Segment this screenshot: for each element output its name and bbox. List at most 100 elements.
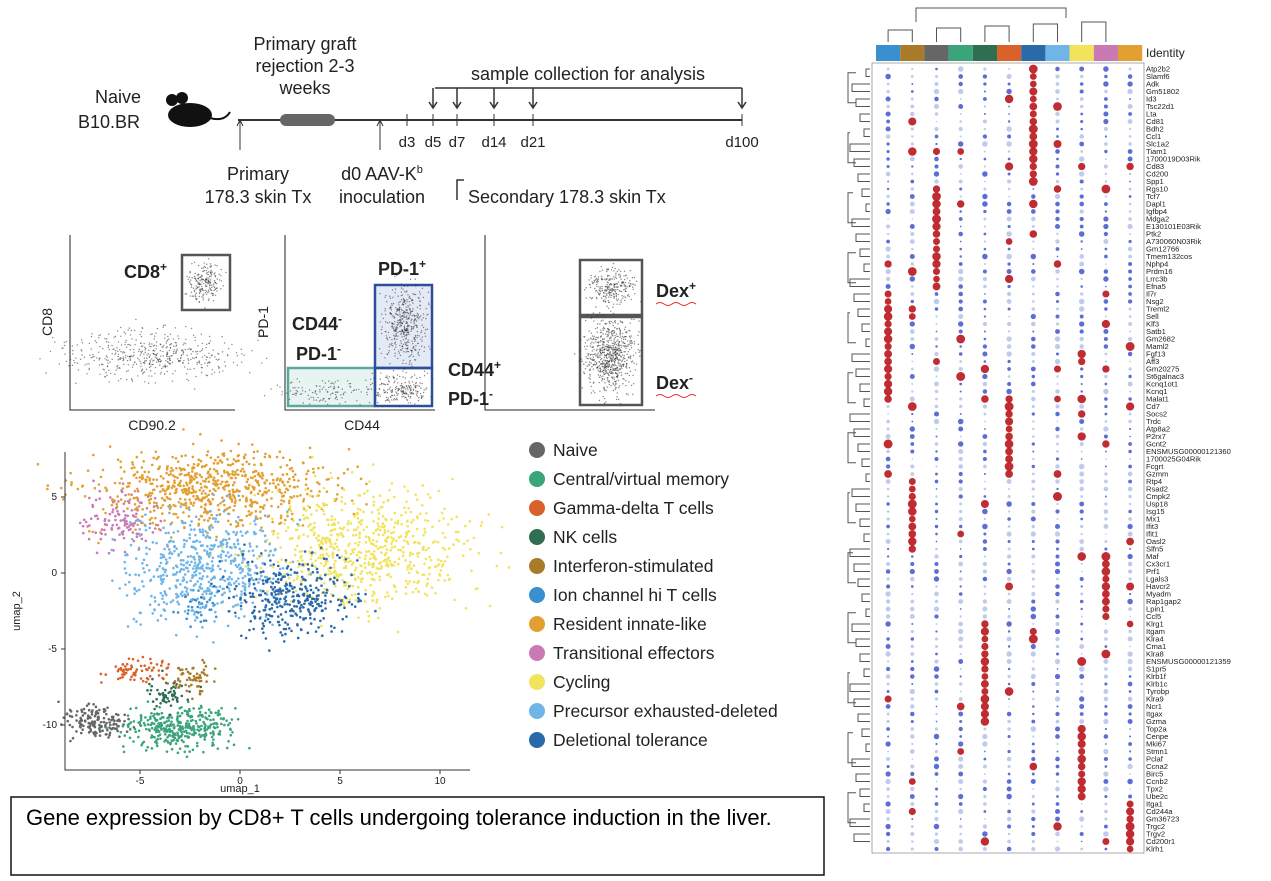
umap-cell: [356, 507, 360, 511]
cell-dot: [403, 327, 406, 330]
umap-cell: [298, 524, 301, 527]
umap-cell: [469, 547, 472, 551]
umap-cell: [173, 544, 176, 548]
umap-cell: [296, 522, 299, 526]
umap-cell: [180, 730, 183, 734]
cell-dot: [185, 373, 188, 375]
cell-dot: [403, 290, 406, 293]
dendro-branch: [863, 803, 870, 812]
cell-dot: [619, 290, 621, 292]
umap-cell: [390, 531, 393, 535]
umap-cell: [202, 533, 205, 537]
umap-cell: [343, 502, 347, 506]
umap-cell: [258, 577, 261, 581]
umap-cell: [189, 598, 193, 602]
umap-cell: [317, 594, 320, 597]
umap-cell: [159, 561, 163, 565]
umap-cell: [392, 495, 396, 499]
cell-dot: [212, 283, 215, 285]
umap-cell: [184, 504, 188, 507]
cell-dot: [124, 354, 127, 357]
umap-cell: [208, 598, 212, 602]
umap-cell: [320, 624, 323, 628]
umap-cell: [111, 500, 115, 504]
cell-dot: [159, 373, 162, 375]
cell-dot: [412, 308, 414, 310]
umap-cell: [179, 505, 183, 508]
umap-cell: [230, 546, 233, 550]
umap-cell: [118, 533, 121, 536]
umap-cell: [461, 554, 465, 557]
cell-dot: [192, 295, 195, 297]
umap-cell: [162, 477, 165, 480]
umap-cell: [195, 635, 199, 638]
umap-cell: [462, 542, 466, 546]
umap-cell: [180, 594, 184, 598]
umap-cell: [210, 570, 213, 573]
cell-dot: [349, 386, 352, 388]
umap-cell: [275, 455, 279, 459]
umap-cell: [446, 555, 449, 559]
umap-cell: [129, 523, 132, 527]
umap-cell: [187, 473, 190, 477]
umap-cell: [332, 498, 336, 502]
cell-dot: [409, 384, 412, 387]
cell-dot: [197, 273, 199, 276]
umap-y-label: umap_2: [11, 591, 23, 631]
umap-cell: [149, 494, 153, 497]
cell-dot: [593, 279, 595, 282]
cell-dot: [419, 305, 421, 307]
cell-dot: [39, 358, 41, 360]
cell-dot: [201, 342, 204, 345]
cell-dot: [394, 320, 396, 323]
cell-dot: [330, 385, 332, 388]
cell-dot: [374, 389, 376, 392]
umap-cell: [361, 577, 364, 580]
cell-dot: [200, 371, 203, 374]
umap-cell: [426, 493, 430, 496]
umap-cell: [180, 711, 184, 715]
umap-cell: [321, 536, 324, 540]
umap-cell: [205, 562, 209, 566]
umap-cell: [253, 615, 257, 619]
umap-cell: [302, 617, 305, 620]
umap-cell: [176, 738, 179, 742]
umap-cell: [335, 574, 339, 577]
umap-cell: [348, 542, 351, 545]
cell-dot: [387, 405, 389, 408]
umap-cell: [216, 472, 220, 475]
umap-cell: [138, 528, 142, 531]
umap-cell: [168, 497, 172, 501]
cell-dot: [166, 365, 168, 368]
umap-cell: [350, 603, 354, 606]
umap-cell: [129, 527, 132, 531]
cell-dot: [76, 362, 79, 364]
cell-dot: [217, 365, 220, 368]
cell-dot: [396, 399, 398, 401]
umap-cell: [113, 719, 116, 723]
dendro-branch: [861, 593, 870, 602]
umap-cell: [367, 620, 371, 623]
cell-dot: [176, 348, 178, 350]
umap-cell: [179, 502, 183, 506]
umap-cell: [292, 478, 296, 482]
umap-cell: [208, 473, 212, 476]
cell-dot: [405, 316, 407, 318]
cell-dot: [424, 328, 427, 331]
dendro-branch: [859, 383, 870, 392]
umap-cell: [210, 567, 214, 570]
cell-dot: [414, 324, 416, 326]
cell-dot: [404, 334, 406, 336]
cell-dot: [619, 276, 621, 278]
umap-cell: [144, 749, 148, 752]
cell-dot: [606, 294, 608, 297]
umap-cell: [349, 559, 353, 563]
cell-dot: [396, 394, 398, 397]
umap-cell: [175, 592, 178, 596]
umap-cell: [236, 454, 240, 458]
cell-dot: [309, 403, 311, 405]
umap-cell: [99, 720, 103, 724]
umap-cell: [92, 702, 95, 706]
umap-cell: [165, 468, 169, 471]
umap-cell: [378, 546, 382, 549]
